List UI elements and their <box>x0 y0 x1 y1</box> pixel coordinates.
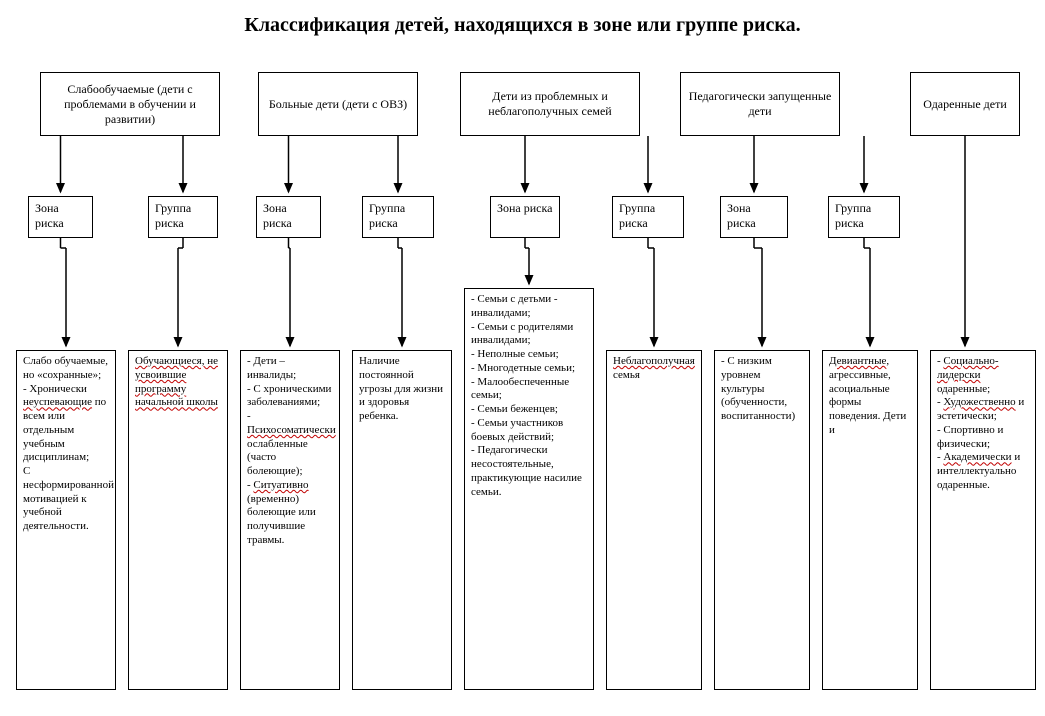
leaf-5: - Социально-лидерски одаренные;- Художес… <box>930 350 1036 690</box>
category-bolnye: Больные дети (дети с ОВЗ) <box>258 72 418 136</box>
leaf-1-group: Обучающиеся, не усвоившие программу нача… <box>128 350 228 690</box>
diagram-canvas: Классификация детей, находящихся в зоне … <box>0 0 1045 716</box>
leaf-4-group: Девиантные, агрессивные, асоциальные фор… <box>822 350 918 690</box>
sub-zone-3: Зона риска <box>490 196 560 238</box>
chart-title: Классификация детей, находящихся в зоне … <box>0 14 1045 37</box>
sub-zone-4: Зона риска <box>720 196 788 238</box>
category-problemnye-semi: Дети из проблемных и неблагополучных сем… <box>460 72 640 136</box>
leaf-1-zone: Слабо обучаемые, но «сохранные»;- Хронич… <box>16 350 116 690</box>
category-odarennye: Одаренные дети <box>910 72 1020 136</box>
sub-group-1: Группа риска <box>148 196 218 238</box>
leaf-3-group: Неблагополучная семья <box>606 350 702 690</box>
sub-group-4: Группа риска <box>828 196 900 238</box>
leaf-3-zone: - Семьи с детьми - инвалидами;- Семьи с … <box>464 288 594 690</box>
leaf-4-zone: - С низким уровнем культуры (обученности… <box>714 350 810 690</box>
category-ped-zapushchennye: Педагогически запущенные дети <box>680 72 840 136</box>
category-slaboobuchaemye: Слабообучаемые (дети с проблемами в обуч… <box>40 72 220 136</box>
sub-zone-2: Зона риска <box>256 196 321 238</box>
leaf-2-zone: - Дети – инвалиды;- С хроническими забол… <box>240 350 340 690</box>
leaf-2-group: Наличие постоянной угрозы для жизни и зд… <box>352 350 452 690</box>
sub-group-2: Группа риска <box>362 196 434 238</box>
sub-group-3: Группа риска <box>612 196 684 238</box>
sub-zone-1: Зона риска <box>28 196 93 238</box>
